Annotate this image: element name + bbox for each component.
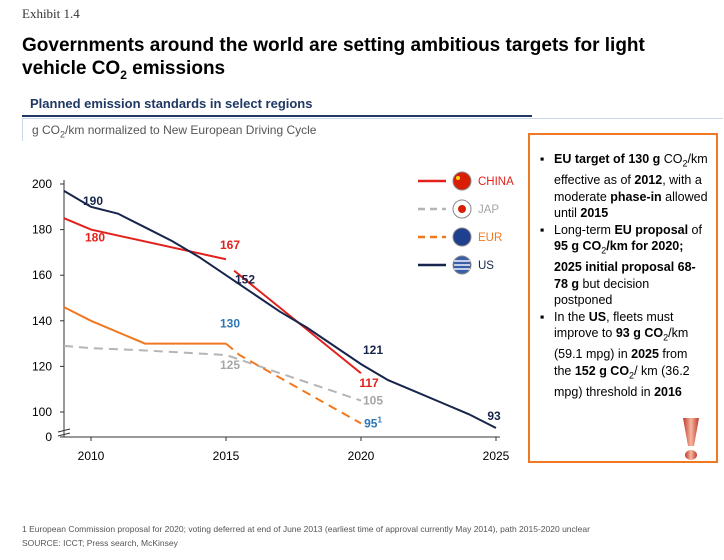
data-label: 105 xyxy=(363,394,383,408)
axis-break-mark xyxy=(57,428,71,433)
series-jap-line xyxy=(63,344,362,402)
callout-bullet-eu-proposal: Long-term EU proposal of 95 g CO2/km for… xyxy=(540,222,708,309)
unit-frame xyxy=(22,118,723,141)
flag-jap-dot xyxy=(458,205,466,213)
y-tick-label: 180 xyxy=(32,223,52,237)
chart-subtitle: Planned emission standards in select reg… xyxy=(30,96,313,111)
flag-eur-icon xyxy=(452,227,472,247)
series-china-line xyxy=(63,217,227,261)
x-tick-label: 2025 xyxy=(483,449,510,463)
series-eur-line-dashed xyxy=(225,342,362,425)
legend-label-jap: JAP xyxy=(478,204,499,216)
source-note: SOURCE: ICCT; Press search, McKinsey xyxy=(22,538,178,548)
callout-bullet-us: In the US, fleets must improve to 93 g C… xyxy=(540,309,708,401)
x-tick-label: 2020 xyxy=(348,449,375,463)
data-label: 167 xyxy=(220,238,240,252)
chart-legend: CHINA JAP EUR US xyxy=(418,171,514,275)
page-title: Governments around the world are setting… xyxy=(22,35,645,82)
chart-axes: 0 100 120 140 160 180 200 2010 2015 2020 2025 xyxy=(32,177,510,463)
data-label: 125 xyxy=(220,358,240,372)
series-eur-line xyxy=(63,306,226,345)
x-tick-label: 2010 xyxy=(78,449,105,463)
y-tick-label: 140 xyxy=(32,314,52,328)
axis-break-mark xyxy=(57,432,71,437)
data-label: 93 xyxy=(487,409,501,423)
legend-label-china: CHINA xyxy=(478,176,514,188)
chart-data-labels: 190 180 167 152 130 125 121 117 105 951 93 xyxy=(83,194,501,431)
flag-china-icon xyxy=(452,171,472,191)
data-label: 152 xyxy=(235,272,255,286)
exclamation-icon xyxy=(683,418,699,460)
data-label: 130 xyxy=(220,317,240,331)
callout-box: EU target of 130 g CO2/km effective as o… xyxy=(528,133,718,463)
y-tick-label: 0 xyxy=(45,430,52,444)
y-tick-label: 100 xyxy=(32,405,52,419)
data-label: 121 xyxy=(363,343,383,357)
footnote: 1 European Commission proposal for 2020;… xyxy=(22,524,590,534)
series-us-line xyxy=(63,189,497,429)
unit-label: g CO2/km normalized to New European Driv… xyxy=(32,123,317,140)
x-tick-label: 2015 xyxy=(213,449,240,463)
data-label: 951 xyxy=(364,415,382,430)
flag-china-star xyxy=(456,176,460,180)
data-label: 117 xyxy=(359,376,379,390)
y-tick-label: 160 xyxy=(32,268,52,282)
y-tick-label: 120 xyxy=(32,359,52,373)
legend-label-eur: EUR xyxy=(478,232,502,244)
title-rule xyxy=(22,115,532,117)
chart-lines xyxy=(63,189,497,429)
legend-label-us: US xyxy=(478,260,494,272)
y-tick-label: 200 xyxy=(32,177,52,191)
data-label: 190 xyxy=(83,194,103,208)
exhibit-label: Exhibit 1.4 xyxy=(22,6,80,21)
data-label: 180 xyxy=(85,231,105,245)
callout-bullet-eu-target: EU target of 130 g CO2/km effective as o… xyxy=(540,151,708,222)
